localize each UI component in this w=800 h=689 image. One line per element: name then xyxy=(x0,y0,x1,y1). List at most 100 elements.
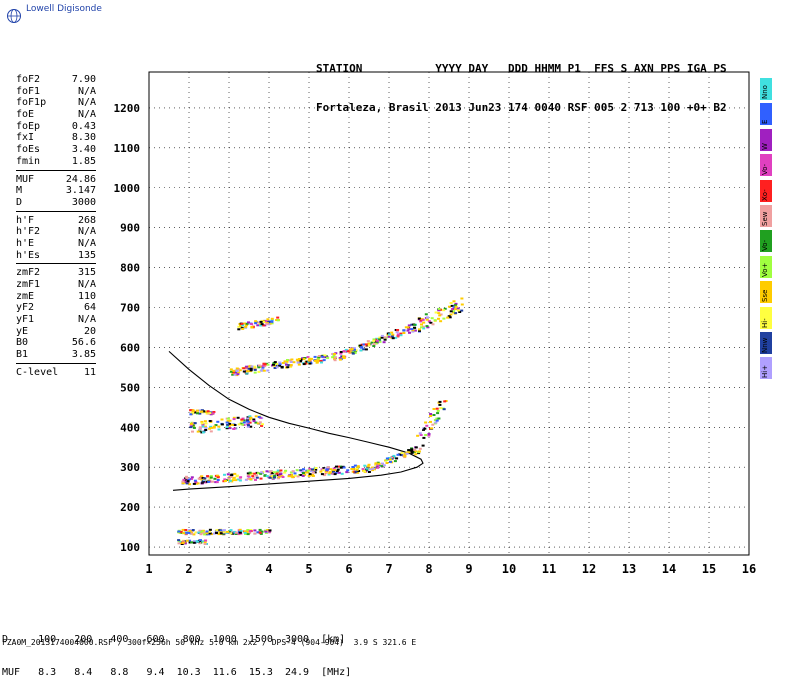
echo-point xyxy=(382,341,386,344)
echo-point xyxy=(410,448,414,451)
echo-point xyxy=(201,540,205,543)
echo-point xyxy=(183,542,187,545)
echo-point xyxy=(241,423,245,426)
echo-point xyxy=(354,470,358,473)
echo-point xyxy=(234,533,238,535)
echo-point xyxy=(242,322,246,325)
echo-point xyxy=(229,529,233,532)
echo-point xyxy=(273,471,276,474)
param-row: yF1 N/A xyxy=(16,314,96,326)
y-tick-label: 600 xyxy=(120,341,140,354)
echo-point xyxy=(206,475,210,478)
echo-point xyxy=(182,478,186,481)
legend-label: E xyxy=(761,119,769,125)
echo-point xyxy=(185,482,189,485)
echo-point xyxy=(301,470,305,473)
echo-point xyxy=(352,347,356,349)
echo-point xyxy=(208,427,212,430)
echo-point xyxy=(396,453,400,456)
echo-point xyxy=(439,320,443,323)
echo-point xyxy=(296,361,300,364)
echo-point xyxy=(442,317,446,320)
echo-point xyxy=(278,363,282,366)
echo-point xyxy=(260,471,264,474)
param-row: yE 20 xyxy=(16,326,96,338)
echo-point xyxy=(203,533,207,536)
echo-point xyxy=(331,356,335,359)
echo-point xyxy=(205,412,209,415)
echo-point xyxy=(364,345,368,348)
echo-point xyxy=(275,362,279,365)
echo-point xyxy=(301,474,305,477)
echo-point xyxy=(392,456,396,459)
echo-point xyxy=(228,422,232,425)
y-tick-label: 900 xyxy=(120,222,140,235)
x-tick-label: 8 xyxy=(425,562,432,576)
param-row: B1 3.85 xyxy=(16,349,96,361)
echo-point xyxy=(197,531,201,534)
echo-point xyxy=(398,453,402,456)
echo-point xyxy=(245,324,249,327)
logo-text: Lowell Digisonde xyxy=(26,4,102,14)
echo-point xyxy=(456,307,460,310)
echo-point xyxy=(438,403,442,406)
echo-point xyxy=(314,359,317,362)
echo-point xyxy=(238,477,242,480)
echo-point xyxy=(426,326,430,329)
echo-point xyxy=(207,480,211,483)
echo-point xyxy=(317,356,321,359)
echo-point xyxy=(435,419,439,422)
echo-point xyxy=(246,475,250,478)
echo-point xyxy=(458,311,462,313)
echo-point xyxy=(320,355,324,358)
echo-point xyxy=(188,539,192,542)
echo-point xyxy=(194,531,198,534)
echo-point xyxy=(248,415,252,418)
echo-point xyxy=(286,359,289,361)
echo-point xyxy=(207,530,211,533)
echo-point xyxy=(429,321,433,324)
legend-label: Xo- xyxy=(761,188,769,201)
echo-point xyxy=(216,479,220,481)
echo-point xyxy=(256,321,259,324)
echo-point xyxy=(283,360,287,363)
echo-point xyxy=(214,481,218,484)
echo-point xyxy=(232,476,236,479)
echo-point xyxy=(372,338,376,341)
echo-point xyxy=(255,476,259,479)
param-row: foEs 3.40 xyxy=(16,144,96,156)
echo-point xyxy=(240,418,244,421)
echo-point xyxy=(366,465,370,468)
echo-point xyxy=(452,305,456,308)
param-name: B0 xyxy=(16,337,29,349)
param-value: N/A xyxy=(77,97,96,109)
echo-point xyxy=(200,409,204,412)
echo-point xyxy=(192,533,196,536)
echo-point xyxy=(454,312,458,315)
echo-point xyxy=(274,364,278,367)
echo-point xyxy=(333,473,337,476)
legend-swatch: W xyxy=(760,128,772,151)
echo-point xyxy=(242,370,246,373)
echo-point xyxy=(372,343,376,346)
x-tick-label: 7 xyxy=(385,562,392,576)
echo-point xyxy=(326,466,330,469)
echo-point xyxy=(405,451,409,454)
echo-point xyxy=(204,429,208,431)
echo-point xyxy=(452,311,456,314)
echo-point xyxy=(191,424,195,427)
echo-point xyxy=(425,325,429,328)
echo-point xyxy=(435,417,439,420)
echo-point xyxy=(291,470,295,473)
echo-point xyxy=(232,418,236,421)
echo-point xyxy=(271,474,275,477)
param-name: B1 xyxy=(16,349,29,361)
echo-point xyxy=(421,325,425,328)
echo-point xyxy=(289,364,293,367)
echo-point xyxy=(257,416,261,418)
echo-point xyxy=(354,349,358,352)
param-name: foE xyxy=(16,109,35,121)
echo-point xyxy=(311,474,315,477)
echo-point xyxy=(374,341,378,343)
echo-point xyxy=(226,473,230,476)
